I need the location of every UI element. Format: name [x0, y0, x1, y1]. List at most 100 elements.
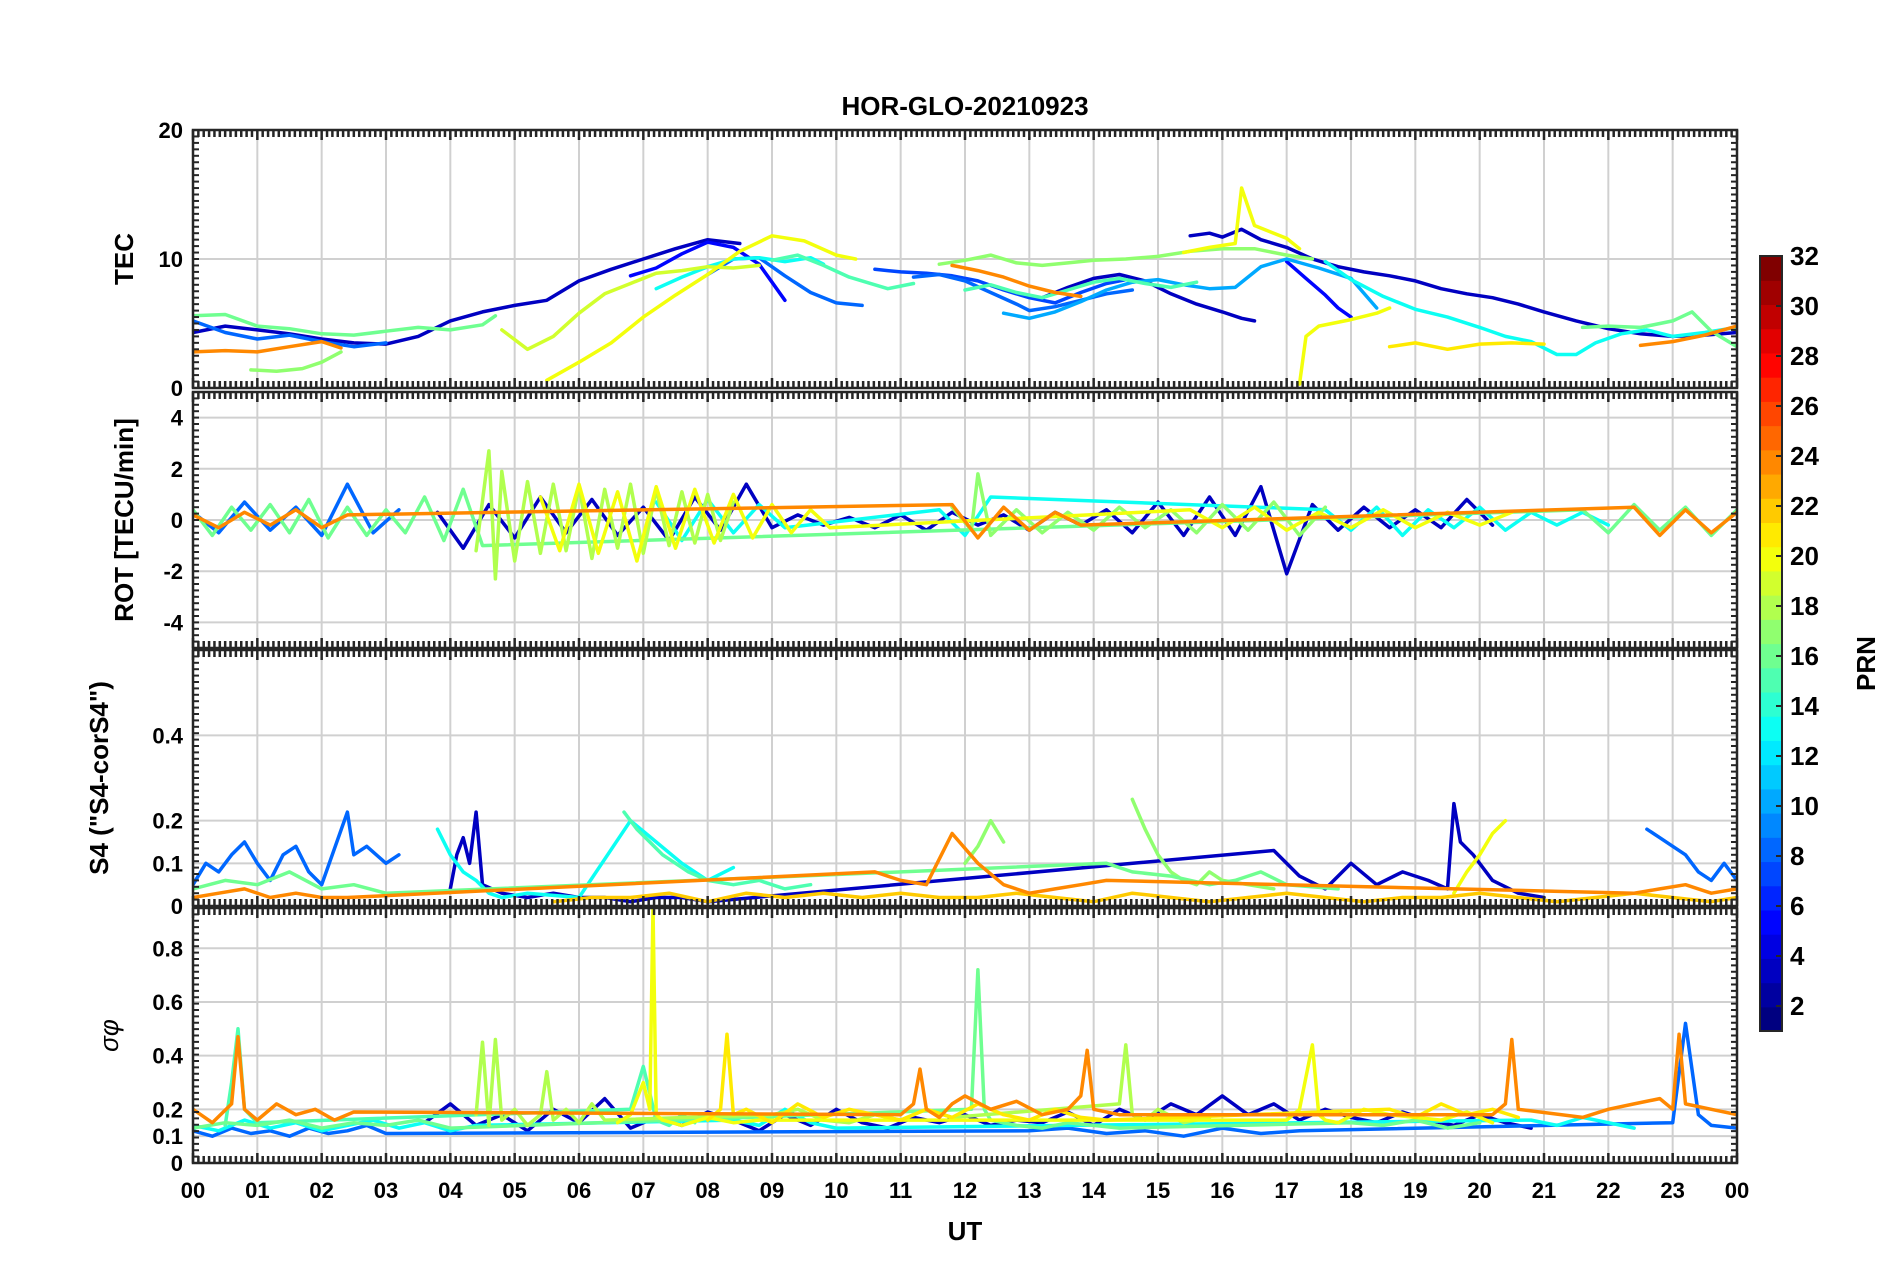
x-tick-label: 23 — [1660, 1178, 1684, 1203]
x-tick-label: 09 — [760, 1178, 784, 1203]
y-tick-label: 0.8 — [152, 936, 183, 961]
y-tick-label: 0.4 — [152, 723, 183, 748]
colorbar-segment — [1760, 328, 1782, 354]
x-tick-label: 13 — [1017, 1178, 1041, 1203]
y-tick-label: 0 — [171, 1151, 183, 1176]
colorbar-frame — [1759, 255, 1783, 1032]
y-tick-label: 0.2 — [152, 1097, 183, 1122]
y-tick-label: 0.1 — [152, 1124, 183, 1149]
colorbar-segment — [1760, 401, 1782, 427]
series-prn-24 — [193, 831, 1737, 900]
series-prn-24 — [193, 1032, 1737, 1125]
colorbar-tick-label: 10 — [1790, 791, 1819, 821]
colorbar-tick-label: 30 — [1790, 291, 1819, 321]
colorbar-tick-label: 24 — [1790, 441, 1819, 471]
colorbar-segment — [1760, 813, 1782, 838]
series-prn-8 — [193, 319, 388, 349]
x-tick-label: 00 — [181, 1178, 205, 1203]
x-tick-label: 18 — [1339, 1178, 1363, 1203]
series-group — [193, 449, 1737, 581]
colorbar-segment — [1760, 958, 1782, 984]
series-prn-16 — [1580, 310, 1737, 349]
series-prn-5 — [1284, 259, 1353, 319]
colorbar-segment — [1760, 498, 1782, 524]
series-prn-8 — [193, 1021, 1737, 1138]
x-tick-label: 10 — [824, 1178, 848, 1203]
colorbar-tick-label: 14 — [1790, 691, 1819, 721]
series-prn-15 — [622, 810, 813, 891]
colorbar-segment — [1760, 352, 1782, 378]
colorbar-tick-label: 8 — [1790, 841, 1804, 871]
y-axis-label: S4 ("S4-corS4") — [84, 681, 114, 875]
series-prn-16 — [193, 312, 498, 337]
chart-title: HOR-GLO-20210923 — [841, 91, 1088, 121]
y-tick-label: 0.4 — [152, 1044, 183, 1069]
series-prn-16 — [193, 487, 1737, 548]
x-tick-label: 14 — [1081, 1178, 1106, 1203]
series-prn-20 — [545, 234, 858, 383]
series-prn-3 — [193, 237, 742, 346]
panel-sigma: 00.10.2 0.4 0.6 0.8 σφ — [94, 906, 1739, 1176]
plot-frame — [191, 648, 1739, 908]
colorbar-tick-label: 6 — [1790, 891, 1804, 921]
colorbar-segment — [1760, 280, 1782, 306]
colorbar-segment — [1760, 764, 1782, 790]
series-group — [193, 186, 1737, 386]
y-tick-label: 0 — [171, 508, 183, 533]
y-tick-label: 0.2 — [152, 809, 183, 834]
colorbar-tick-label: 28 — [1790, 341, 1819, 371]
series-prn-5 — [628, 240, 787, 303]
plot-frame — [191, 906, 1739, 1165]
y-tick-label: -2 — [163, 559, 183, 584]
colorbar-segment — [1760, 716, 1782, 741]
series-prn-20 — [1297, 306, 1392, 386]
series-prn-20 — [1452, 818, 1508, 895]
colorbar-tick-label: 26 — [1790, 391, 1819, 421]
x-tick-label: 07 — [631, 1178, 655, 1203]
y-tick-label: -4 — [163, 610, 183, 635]
colorbar-segment — [1760, 522, 1782, 548]
x-tick-label: 02 — [309, 1178, 333, 1203]
y-axis-label: σφ — [94, 1019, 124, 1052]
colorbar-tick-label: 18 — [1790, 591, 1819, 621]
colorbar-segment — [1760, 667, 1782, 693]
y-axis-label: TEC — [109, 233, 139, 285]
colorbar-segment — [1760, 449, 1782, 475]
colorbar-tick-label: 22 — [1790, 491, 1819, 521]
colorbar-tick-label: 32 — [1790, 241, 1819, 271]
colorbar-segment — [1760, 909, 1782, 935]
colorbar-segment — [1760, 934, 1782, 959]
y-tick-label: 10 — [159, 247, 183, 272]
x-tick-label: 12 — [953, 1178, 977, 1203]
series-prn-8 — [1645, 827, 1737, 883]
x-tick-label: 11 — [889, 1178, 912, 1203]
x-tick-label: 05 — [502, 1178, 526, 1203]
colorbar-segment — [1760, 885, 1782, 911]
colorbar-tick-label: 12 — [1790, 741, 1819, 771]
y-tick-label: 0 — [171, 894, 183, 919]
colorbar-segment — [1760, 1006, 1782, 1032]
panel-s4: 0 0.1 0.2 0.4 S4 ("S4-corS4") — [84, 648, 1739, 919]
x-tick-label: 21 — [1532, 1178, 1556, 1203]
series-prn-18 — [474, 449, 736, 581]
x-tick-label: 01 — [245, 1178, 269, 1203]
x-tick-label: 03 — [374, 1178, 398, 1203]
y-tick-label: 4 — [171, 406, 184, 431]
series-prn-16 — [193, 967, 1482, 1130]
panel-rot: -4 -2 0 2 4 ROT [TECU/min] — [109, 390, 1739, 650]
series-prn-15 — [963, 276, 1199, 300]
colorbar-segment — [1760, 473, 1782, 499]
y-tick-label: 2 — [171, 457, 183, 482]
x-tick-label: 00 — [1725, 1178, 1749, 1203]
series-prn-17 — [249, 350, 343, 373]
x-tick-label: 15 — [1146, 1178, 1170, 1203]
colorbar-tick-label: 2 — [1790, 991, 1804, 1021]
series-prn-24 — [193, 502, 1737, 540]
series-prn-21 — [705, 1032, 1521, 1125]
colorbar-segment — [1760, 595, 1782, 620]
series-prn-13 — [654, 495, 1611, 543]
x-axis-label: UT — [948, 1216, 983, 1246]
colorbar-segment — [1760, 546, 1782, 572]
